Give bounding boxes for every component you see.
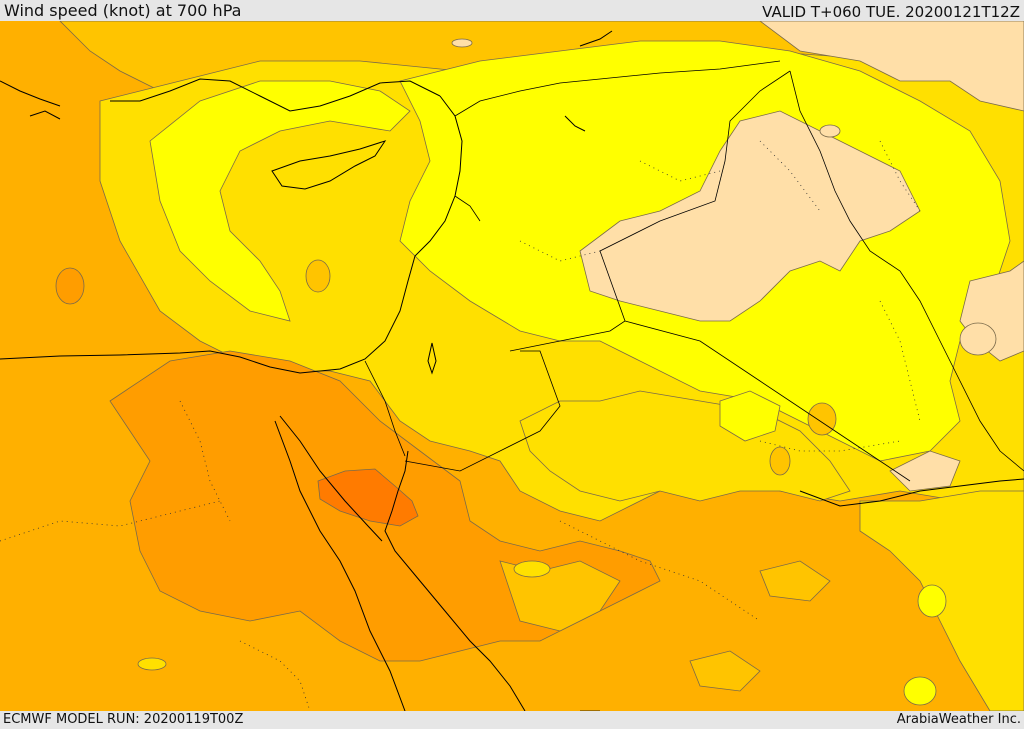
field-blob bbox=[769, 446, 791, 476]
field-blob bbox=[807, 402, 837, 436]
valid-time: VALID T+060 TUE. 20200121T12Z bbox=[762, 3, 1020, 21]
dotted-boundaries bbox=[0, 140, 921, 711]
field-gold-blob-south bbox=[689, 650, 761, 692]
field-blob bbox=[55, 267, 85, 305]
field-blob bbox=[959, 322, 997, 356]
footer-bar: ECMWF MODEL RUN: 20200119T00Z ArabiaWeat… bbox=[0, 711, 1024, 729]
header-bar: Wind speed (knot) at 700 hPa VALID T+060… bbox=[0, 0, 1024, 21]
field-blob bbox=[305, 259, 331, 293]
model-run: ECMWF MODEL RUN: 20200119T00Z bbox=[3, 712, 244, 727]
coastlines bbox=[0, 30, 1024, 711]
field-blob bbox=[451, 38, 473, 48]
borders bbox=[364, 60, 1024, 711]
wind-speed-map bbox=[0, 21, 1024, 711]
field-blob bbox=[137, 657, 167, 671]
field-calm-peach-iraq bbox=[579, 110, 921, 322]
field-gold-blob-east bbox=[759, 560, 831, 602]
field-light-yellow-blob bbox=[719, 390, 781, 442]
cyprus bbox=[271, 140, 387, 190]
map-title: Wind speed (knot) at 700 hPa bbox=[4, 1, 242, 20]
field-dark-orange bbox=[317, 468, 419, 527]
field-blob bbox=[903, 676, 937, 706]
field-blob bbox=[917, 584, 947, 618]
field-blob bbox=[513, 560, 551, 578]
field-blob bbox=[819, 124, 841, 138]
field-calm-peach-gulf bbox=[889, 450, 961, 492]
field-calm-peach-ne bbox=[759, 21, 1024, 112]
field-light-yellow-med bbox=[149, 80, 411, 322]
credit-label: ArabiaWeather Inc. bbox=[896, 712, 1021, 727]
